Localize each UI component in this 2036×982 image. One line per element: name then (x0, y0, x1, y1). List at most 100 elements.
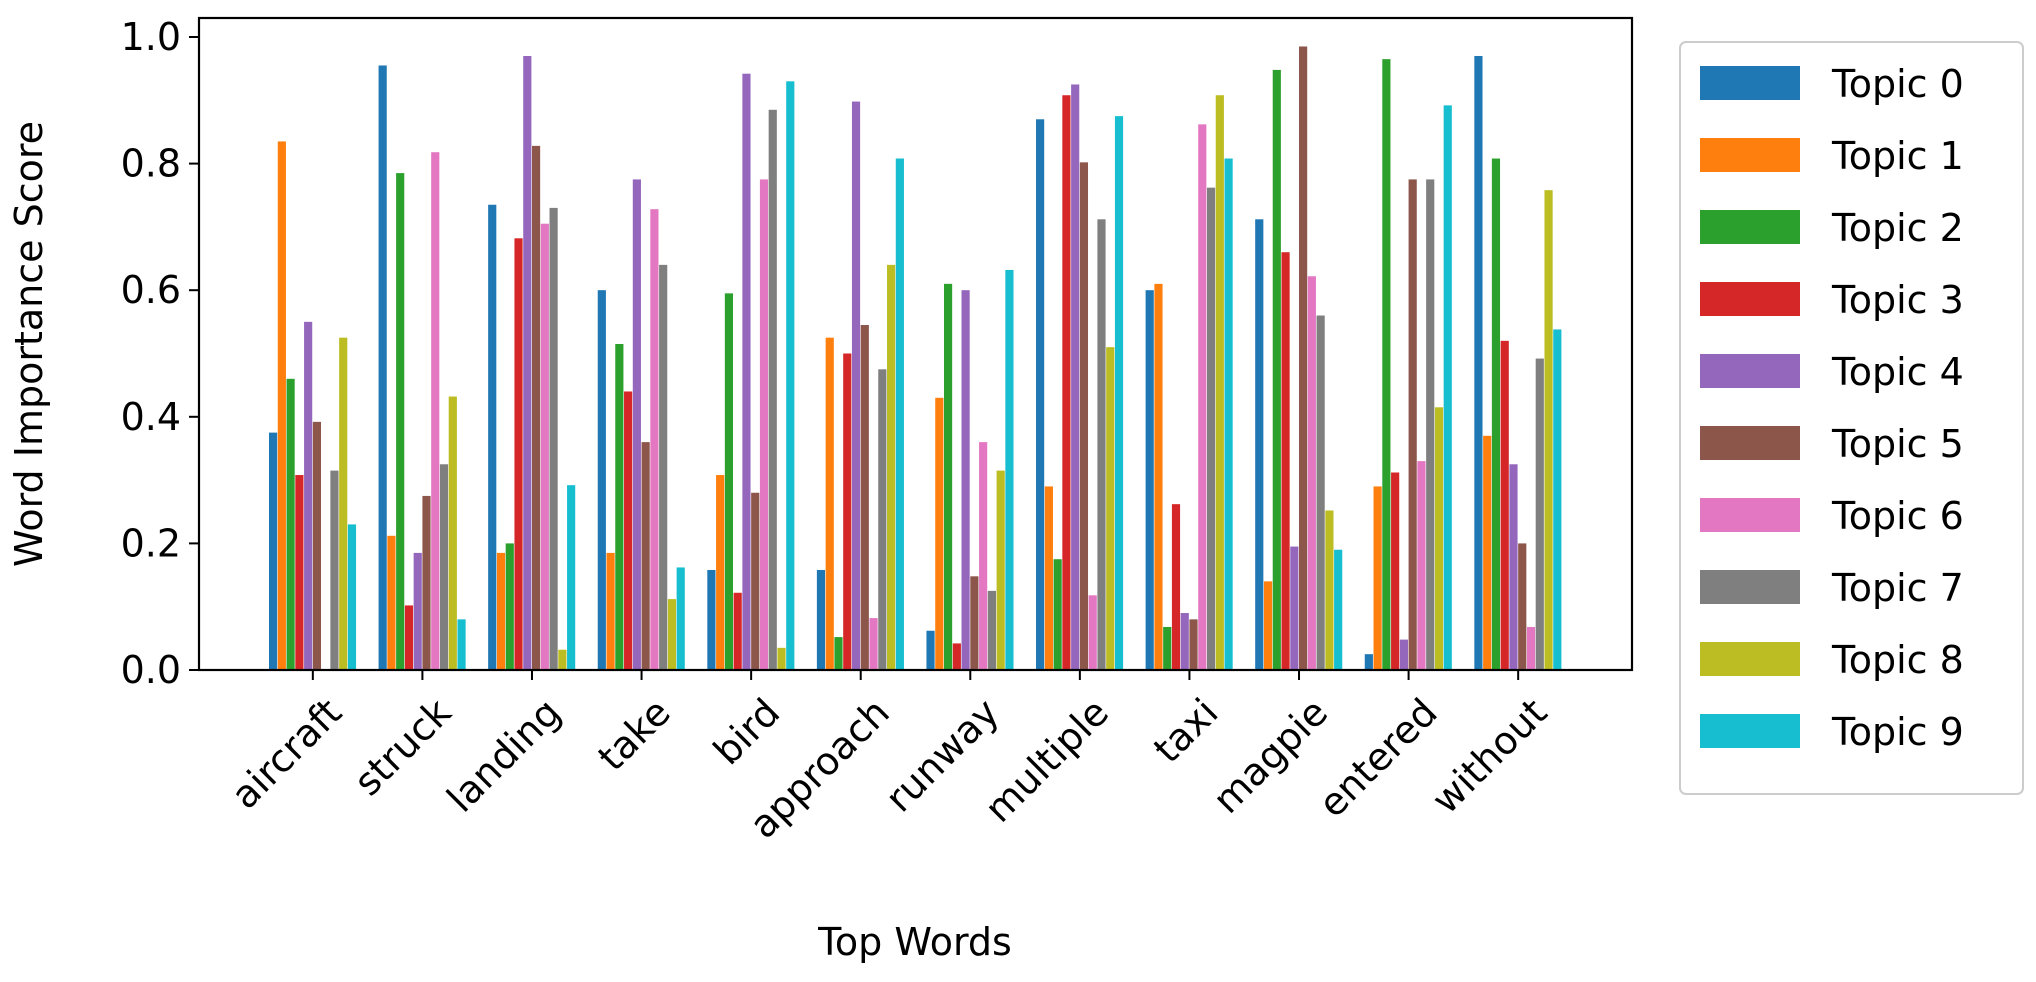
bar-aircraft-topic-3 (295, 475, 304, 670)
bar-approach-topic-7 (878, 369, 887, 670)
x-tick-label-aircraft: aircraft (223, 690, 350, 817)
bar-bird-topic-2 (724, 293, 734, 670)
bar-approach-topic-3 (843, 353, 852, 670)
x-tick-label-bird: bird (705, 690, 788, 773)
bar-approach-topic-4 (851, 101, 861, 670)
bar-landing-topic-8 (558, 649, 567, 670)
bar-entered-topic-4 (1399, 639, 1408, 670)
bar-take-topic-0 (597, 290, 606, 670)
bar-struck-topic-2 (396, 173, 405, 670)
bar-entered-topic-0 (1364, 654, 1373, 670)
bar-taxi-topic-6 (1198, 124, 1207, 671)
bar-multiple-topic-1 (1044, 486, 1053, 670)
bar-taxi-topic-5 (1189, 619, 1198, 670)
x-tick-label-without: without (1423, 690, 1555, 822)
bar-magpie-topic-0 (1255, 219, 1264, 671)
bar-magpie-topic-5 (1299, 46, 1308, 671)
bar-struck-topic-5 (422, 495, 431, 670)
legend-swatch-topic-2 (1700, 210, 1800, 244)
bar-struck-topic-4 (413, 552, 422, 670)
bar-without-topic-9 (1553, 329, 1562, 670)
bar-landing-topic-1 (496, 552, 506, 670)
legend-swatch-topic-6 (1700, 498, 1800, 532)
bar-take-topic-2 (615, 344, 624, 670)
legend-swatch-topic-3 (1700, 282, 1800, 316)
legend-label-topic-5: Topic 5 (1831, 422, 1964, 466)
bar-multiple-topic-6 (1088, 595, 1097, 670)
bar-approach-topic-2 (834, 637, 843, 670)
bar-multiple-topic-4 (1071, 84, 1080, 671)
bar-magpie-topic-3 (1281, 252, 1290, 670)
legend-label-topic-9: Topic 9 (1831, 710, 1964, 754)
legend-label-topic-1: Topic 1 (1831, 134, 1964, 178)
bar-without-topic-1 (1483, 435, 1492, 670)
bar-without-topic-7 (1535, 358, 1544, 670)
bar-multiple-topic-3 (1062, 95, 1071, 671)
bar-bird-topic-4 (742, 73, 751, 670)
legend-items: Topic 0 Topic 1 Topic 2 Topic 3 Topic 4 Topic… (1700, 62, 1964, 754)
bar-aircraft-topic-7 (330, 470, 339, 670)
bar-taxi-topic-4 (1180, 613, 1189, 670)
bar-taxi-topic-1 (1154, 283, 1163, 670)
bar-multiple-topic-5 (1079, 162, 1089, 670)
y-tick-label: 1.0 (121, 15, 181, 59)
bar-landing-topic-0 (488, 204, 497, 671)
bar-taxi-topic-7 (1206, 187, 1216, 670)
legend-label-topic-2: Topic 2 (1831, 206, 1964, 250)
bar-bird-topic-6 (759, 179, 769, 671)
bar-magpie-topic-9 (1334, 549, 1343, 670)
bar-magpie-topic-1 (1263, 581, 1273, 670)
x-tick-label-take: take (590, 690, 679, 779)
plot-frame (197, 16, 1634, 672)
bar-multiple-topic-8 (1106, 347, 1115, 670)
bar-runway-topic-7 (987, 590, 996, 670)
bar-runway-topic-9 (1005, 269, 1014, 670)
legend-swatch-topic-9 (1700, 714, 1800, 748)
bar-take-topic-4 (632, 179, 641, 671)
legend-label-topic-0: Topic 0 (1831, 62, 1964, 106)
bar-approach-topic-5 (860, 325, 869, 670)
bar-runway-topic-6 (979, 442, 988, 670)
bar-runway-topic-2 (943, 283, 953, 670)
bar-landing-topic-6 (540, 223, 549, 671)
bar-entered-topic-2 (1382, 59, 1391, 670)
bar-landing-topic-4 (523, 55, 532, 671)
bar-without-topic-4 (1509, 464, 1518, 670)
y-axis: 0.0 0.2 0.4 0.6 0.8 1.0 (121, 15, 199, 692)
bar-runway-topic-1 (935, 397, 944, 670)
y-tick-label: 0.6 (121, 268, 181, 312)
bar-bird-topic-5 (751, 492, 760, 670)
bar-take-topic-6 (650, 209, 659, 671)
bar-magpie-topic-8 (1325, 510, 1334, 670)
bar-taxi-topic-2 (1163, 626, 1172, 670)
bar-without-topic-0 (1474, 55, 1483, 671)
bar-bird-topic-7 (768, 109, 777, 671)
bar-take-topic-9 (676, 567, 685, 670)
bar-struck-topic-9 (457, 619, 466, 670)
bar-struck-topic-0 (378, 65, 387, 671)
legend-label-topic-3: Topic 3 (1831, 278, 1964, 322)
bar-struck-topic-6 (431, 152, 440, 670)
bar-landing-topic-3 (514, 238, 523, 671)
bar-without-topic-5 (1518, 543, 1527, 670)
bars-group (269, 46, 1562, 671)
legend: Topic 0 Topic 1 Topic 2 Topic 3 Topic 4 Topic… (1679, 41, 2024, 795)
x-tick-label-entered: entered (1310, 690, 1446, 826)
y-axis-title: Word Importance Score (7, 121, 51, 567)
bar-entered-topic-9 (1443, 105, 1452, 671)
legend-label-topic-4: Topic 4 (1831, 350, 1964, 394)
bar-approach-topic-1 (825, 337, 834, 670)
bar-landing-topic-9 (567, 485, 576, 670)
bar-approach-topic-6 (869, 618, 878, 670)
bar-taxi-topic-0 (1145, 290, 1154, 670)
bar-magpie-topic-7 (1316, 315, 1325, 670)
legend-swatch-topic-0 (1700, 66, 1800, 100)
bar-struck-topic-8 (448, 396, 457, 670)
bar-without-topic-2 (1491, 158, 1501, 670)
bar-bird-topic-3 (733, 592, 742, 670)
bar-landing-topic-2 (505, 543, 514, 670)
bar-struck-topic-1 (387, 535, 396, 670)
bar-approach-topic-0 (816, 569, 826, 670)
